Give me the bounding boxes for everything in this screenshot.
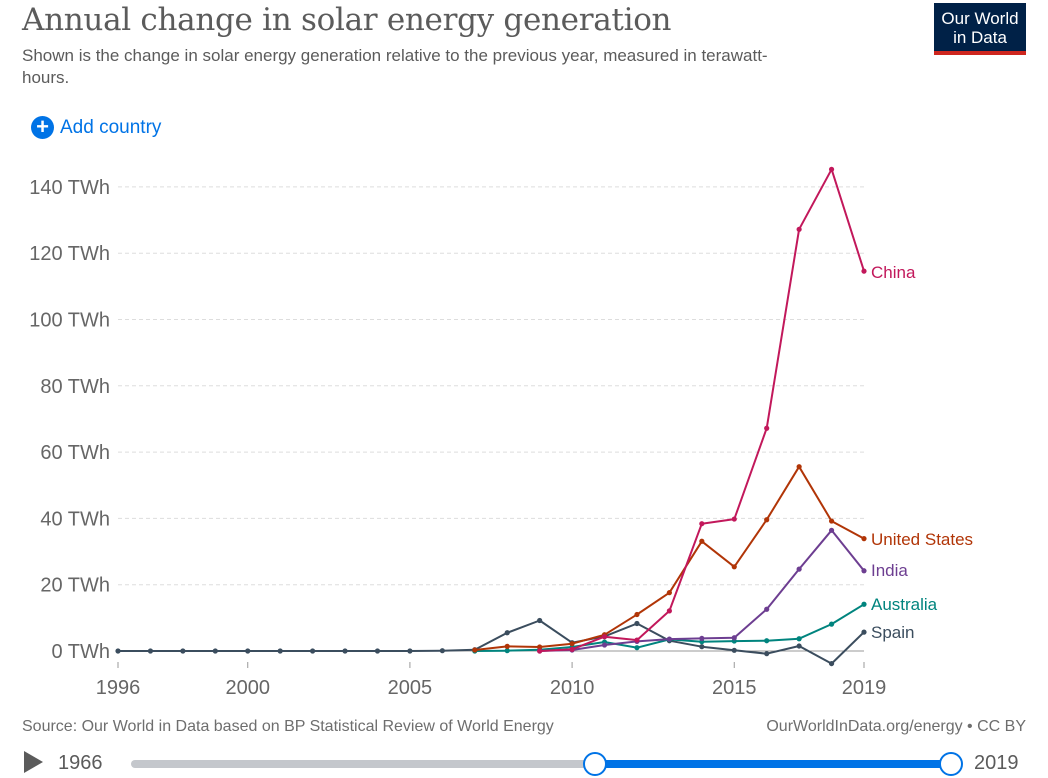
series-line-india: [539, 529, 865, 652]
data-point-spain: [699, 644, 705, 650]
x-tick-label: 2015: [712, 677, 757, 699]
data-point-spain: [147, 648, 154, 654]
data-point-china: [634, 637, 640, 643]
data-point-spain: [504, 630, 510, 636]
line-chart: 0 TWh 20 TWh 40 TWh 60 TWh 80 TWh 100 TWh 120 …: [29, 166, 973, 699]
data-point-spain: [277, 648, 283, 654]
plus-circle-icon: +: [31, 116, 54, 139]
data-point-china: [537, 648, 543, 654]
data-point-china: [764, 425, 770, 431]
data-point-united-states: [634, 611, 640, 618]
data-point-spain: [407, 648, 413, 654]
data-point-india: [699, 635, 705, 642]
series-label-china: China: [871, 263, 916, 282]
data-point-united-states: [828, 518, 835, 524]
data-point-united-states: [764, 517, 770, 523]
data-point-india: [764, 606, 770, 612]
play-icon[interactable]: [24, 751, 43, 773]
series-line-spain: [118, 619, 865, 665]
data-point-united-states: [472, 647, 478, 653]
data-point-spain: [861, 629, 867, 635]
data-point-india: [828, 527, 835, 533]
data-point-china: [569, 646, 575, 652]
data-point-united-states: [861, 536, 867, 542]
data-point-india: [666, 636, 672, 642]
data-point-india: [601, 642, 608, 648]
data-point-china: [796, 226, 802, 232]
x-tick-label: 2005: [388, 677, 433, 699]
data-point-united-states: [666, 590, 672, 596]
data-point-spain: [634, 620, 640, 627]
data-point-china: [601, 634, 608, 640]
data-point-india: [796, 566, 802, 572]
x-tick-label: 2000: [225, 677, 270, 699]
data-point-china: [666, 608, 672, 614]
series-line-china: [539, 168, 865, 652]
timeline-end-label: 2019: [974, 752, 1019, 774]
data-point-spain: [764, 651, 770, 657]
data-point-spain: [212, 648, 218, 654]
timeline-start-handle[interactable]: [583, 752, 607, 776]
source-note: Source: Our World in Data based on BP St…: [22, 718, 554, 735]
data-point-spain: [180, 648, 186, 654]
data-point-china: [699, 521, 705, 527]
x-tick-label: 1996: [96, 677, 141, 699]
y-tick-label: 120 TWh: [29, 243, 110, 265]
data-point-spain: [796, 643, 802, 649]
data-point-spain: [310, 648, 316, 654]
y-tick-label: 100 TWh: [29, 310, 110, 332]
y-tick-label: 0 TWh: [51, 641, 110, 663]
data-point-spain: [439, 648, 445, 654]
data-point-china: [861, 268, 867, 274]
x-tick-label: 2019: [842, 677, 887, 699]
data-point-united-states: [569, 641, 575, 647]
y-tick-label: 60 TWh: [40, 442, 110, 464]
data-point-united-states: [731, 564, 737, 570]
logo-line-2: in Data: [953, 28, 1007, 47]
data-point-india: [731, 635, 737, 641]
y-tick-label: 140 TWh: [29, 177, 110, 199]
data-point-spain: [342, 648, 348, 654]
series-label-united-states: United States: [871, 530, 973, 549]
data-point-australia: [764, 638, 770, 644]
data-point-australia: [504, 648, 510, 654]
data-point-spain: [374, 648, 381, 654]
series-label-india: India: [871, 561, 908, 580]
y-tick-label: 40 TWh: [40, 508, 110, 530]
data-point-spain: [731, 647, 737, 653]
data-point-australia: [634, 645, 640, 651]
data-point-united-states: [504, 643, 510, 649]
y-tick-label: 80 TWh: [40, 376, 110, 398]
data-point-china: [731, 516, 737, 522]
add-country-label: Add country: [60, 116, 162, 138]
series-label-australia: Australia: [871, 595, 938, 614]
data-point-united-states: [699, 538, 705, 544]
data-point-australia: [861, 601, 867, 607]
data-point-australia: [828, 621, 835, 627]
chart-subtitle: Shown is the change in solar energy gene…: [22, 46, 768, 87]
data-point-india: [861, 568, 867, 574]
license-note[interactable]: OurWorldInData.org/energy • CC BY: [766, 718, 1026, 735]
data-point-spain: [115, 648, 121, 654]
data-point-spain: [828, 660, 835, 667]
logo-line-1: Our World: [941, 9, 1019, 28]
data-point-united-states: [537, 644, 543, 650]
timeline-selected-range: [594, 760, 950, 768]
add-country-button[interactable]: + Add country: [31, 116, 161, 139]
data-point-china: [828, 166, 835, 172]
timeline-track[interactable]: [131, 760, 953, 768]
data-point-united-states: [796, 464, 802, 470]
chart-title: Annual change in solar energy generation: [22, 2, 672, 38]
timeline-start-label: 1966: [58, 752, 103, 774]
data-point-australia: [796, 636, 802, 642]
x-tick-label: 2010: [550, 677, 595, 699]
owid-logo[interactable]: Our World in Data: [934, 3, 1026, 55]
data-point-spain: [245, 648, 251, 654]
series-label-spain: Spain: [871, 623, 914, 642]
data-point-spain: [537, 617, 543, 624]
y-tick-label: 20 TWh: [40, 575, 110, 597]
timeline-end-handle[interactable]: [939, 752, 963, 776]
